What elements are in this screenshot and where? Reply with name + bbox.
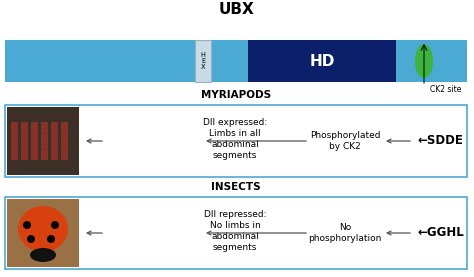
- Bar: [61, 122, 68, 160]
- Text: UBX: UBX: [219, 1, 255, 17]
- Bar: [41, 122, 48, 160]
- Text: MYRIAPODS: MYRIAPODS: [201, 90, 271, 100]
- Text: ←GGHL: ←GGHL: [417, 227, 464, 240]
- Bar: [21, 122, 28, 160]
- Text: Phosphorylated
by CK2: Phosphorylated by CK2: [310, 131, 380, 151]
- Text: H
E
X: H E X: [201, 52, 205, 70]
- Text: CK2 site: CK2 site: [430, 85, 461, 94]
- Bar: [7, 199, 79, 267]
- Text: Dll repressed:
No limbs in
abdominal
segments: Dll repressed: No limbs in abdominal seg…: [204, 210, 266, 252]
- Bar: [5, 40, 467, 82]
- Bar: [248, 40, 396, 82]
- Bar: [11, 122, 18, 160]
- Bar: [31, 122, 38, 160]
- Bar: [195, 40, 211, 82]
- Circle shape: [23, 221, 31, 229]
- Circle shape: [47, 235, 55, 243]
- Text: HD: HD: [310, 53, 335, 68]
- Text: ←SDDE: ←SDDE: [417, 135, 463, 147]
- Ellipse shape: [30, 248, 56, 262]
- Bar: [7, 107, 79, 175]
- Text: INSECTS: INSECTS: [211, 182, 261, 192]
- Bar: [5, 105, 467, 177]
- Circle shape: [27, 235, 35, 243]
- Bar: [5, 197, 467, 269]
- Bar: [51, 122, 58, 160]
- Text: No
phosphorylation: No phosphorylation: [308, 223, 382, 243]
- Circle shape: [51, 221, 59, 229]
- Text: Dll expressed:
Limbs in all
abdominal
segments: Dll expressed: Limbs in all abdominal se…: [203, 118, 267, 160]
- Ellipse shape: [415, 44, 433, 78]
- Ellipse shape: [18, 206, 68, 252]
